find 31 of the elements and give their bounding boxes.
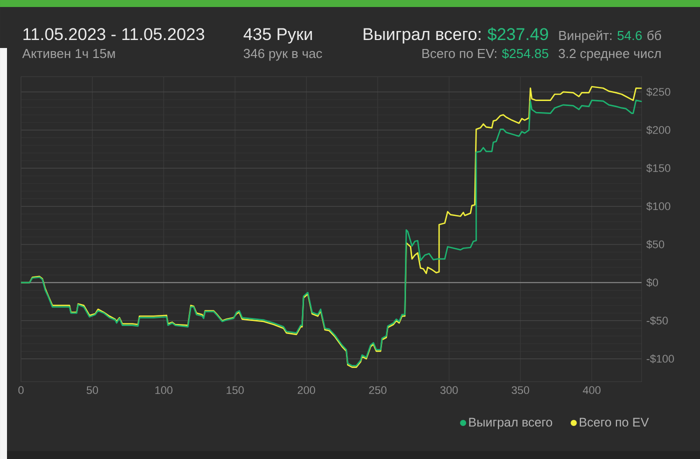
x-tick-label: 250 — [369, 386, 386, 394]
y-tick-label: $100 — [646, 202, 670, 211]
legend-label: Выиграл всего — [469, 418, 552, 430]
x-tick-label: 350 — [512, 386, 530, 394]
y-tick-label: $200 — [646, 126, 670, 135]
x-tick-label: 200 — [298, 386, 316, 394]
text: 3.2 среднее числ — [558, 48, 661, 61]
y-tick-label: -$50 — [646, 316, 668, 326]
text: $254.85 — [502, 48, 548, 59]
text: 435 Руки — [244, 28, 312, 44]
text: Выиграл всего: — [364, 28, 480, 44]
y-tick-label: $50 — [646, 240, 664, 249]
text: $237.49 — [488, 27, 548, 42]
text: Всего по EV: — [422, 49, 496, 58]
x-tick-label: 300 — [440, 386, 458, 394]
y-tick-label: $150 — [646, 164, 670, 173]
y-tick-label: $0 — [646, 278, 658, 288]
text: 54.6 — [618, 30, 642, 40]
text: 346 рук в час — [244, 48, 322, 61]
x-tick-label: 150 — [226, 386, 244, 394]
y-tick-label: $250 — [646, 88, 670, 96]
chart-subtitle: Активен 1ч 15м — [22, 49, 115, 58]
x-tick-label: 0 — [18, 386, 24, 394]
chart-title: 11.05.2023 - 11.05.2023 — [24, 28, 204, 40]
y-tick-label: -$100 — [646, 354, 674, 364]
x-tick-label: 100 — [155, 386, 172, 394]
x-tick-label: 400 — [582, 386, 600, 394]
x-tick-label: 50 — [86, 386, 98, 394]
text: бб — [647, 30, 662, 40]
text: Винрейт: — [559, 30, 612, 43]
legend-label: Всего по EV — [580, 418, 649, 427]
